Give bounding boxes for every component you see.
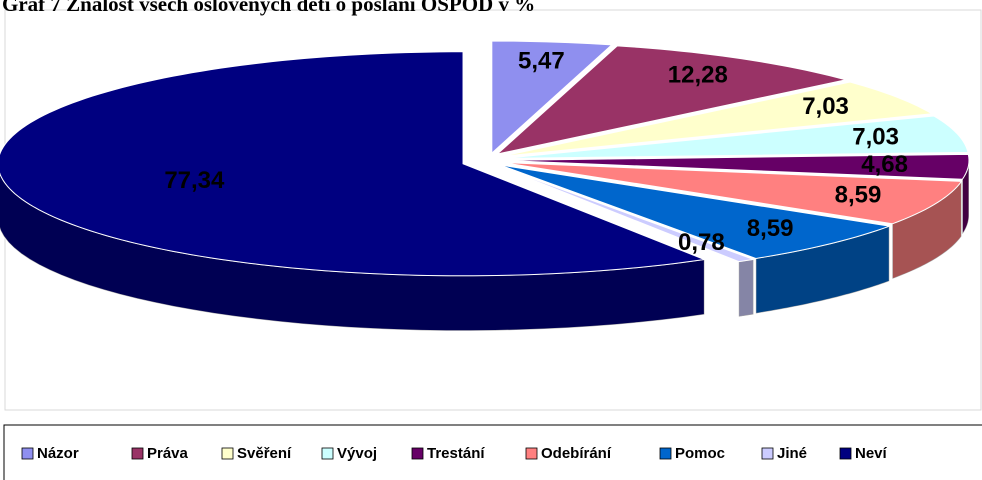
legend-label: Práva [147,445,189,462]
slice [0,51,707,277]
data-label: 8,59 [835,181,882,208]
legend-label: Trestání [427,445,485,462]
legend-swatch [221,447,234,460]
slice [495,45,846,155]
legend-label: Neví [855,445,888,462]
slice [503,153,970,180]
slice-side-shade [755,226,890,314]
slice-side-shade [892,181,962,279]
legend-swatch [525,447,538,460]
data-label: 77,34 [164,167,225,194]
legend-label: Svěření [237,445,292,462]
legend-swatch [321,447,334,460]
legend-swatch [839,447,852,460]
legend-label: Jiné [777,445,807,462]
legend-swatch [21,447,34,460]
slice [502,162,963,225]
data-label: 0,78 [678,229,725,256]
data-label: 7,03 [802,93,849,120]
legend-label: Odebírání [541,445,612,462]
legend-label: Vývoj [337,445,377,462]
data-label: 12,28 [668,61,728,88]
slice [491,40,613,155]
slice-side-shade [962,160,969,235]
slice [501,81,934,157]
legend-swatch [411,447,424,460]
slice [497,165,756,263]
legend-swatch [761,447,774,460]
data-label: 5,47 [518,47,565,74]
slice [503,115,969,159]
slice-side-shade [738,259,754,317]
legend-label: Názor [37,445,79,462]
legend-swatch [131,447,144,460]
legend-box [3,424,982,480]
data-label: 4,68 [861,151,908,178]
slice [499,164,890,259]
data-label: 7,03 [852,124,899,151]
chart-title: Graf 7 Znalost všech oslovených dětí o p… [2,0,535,16]
legend-label: Pomoc [675,445,725,462]
data-label: 8,59 [747,215,794,242]
slice-side-shade [0,173,705,331]
legend-swatch [659,447,672,460]
